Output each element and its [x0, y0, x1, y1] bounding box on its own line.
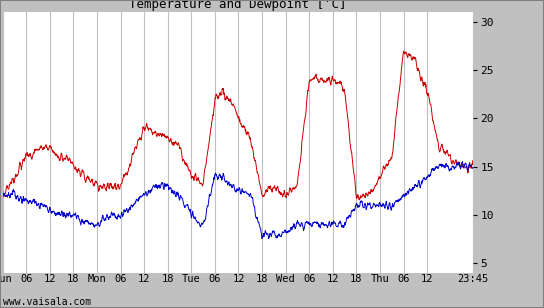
- Title: Temperature and Dewpoint [ʼC]: Temperature and Dewpoint [ʼC]: [129, 0, 347, 11]
- Text: www.vaisala.com: www.vaisala.com: [3, 297, 91, 307]
